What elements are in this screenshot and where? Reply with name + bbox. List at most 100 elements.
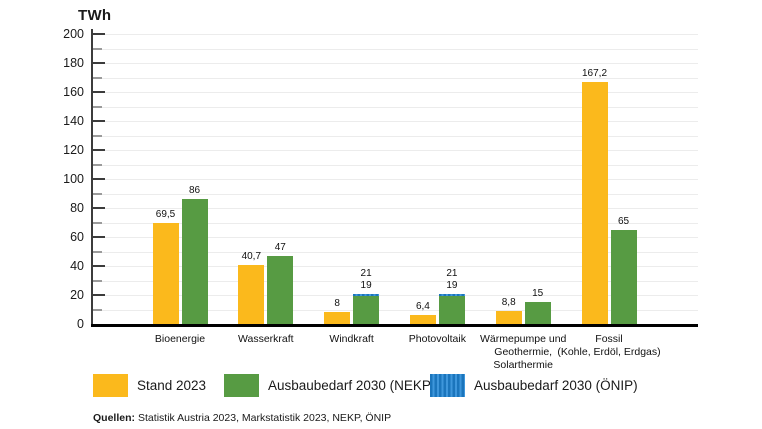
category-label-line: (Kohle, Erdöl, Erdgas): [557, 346, 661, 358]
value-label: 19: [446, 279, 458, 291]
y-tick-label: 100: [63, 172, 84, 186]
y-tick: [92, 294, 105, 296]
category-label: Photovoltaik: [362, 333, 512, 346]
gridline: [92, 280, 698, 282]
bar-stand-2023: [238, 264, 265, 324]
gridline: [92, 237, 698, 238]
y-tick-label: 40: [70, 259, 84, 273]
bar-nekp: [181, 199, 208, 324]
value-label: 8,8: [501, 297, 516, 309]
bar-stand-2023: [409, 314, 436, 324]
bar-stand-2023: [324, 312, 351, 324]
bar-stand-2023: [581, 81, 608, 324]
category-label-line: Wasserkraft: [237, 333, 294, 345]
value-label: 86: [188, 185, 201, 197]
value-label: 15: [532, 288, 544, 300]
legend-label-nekp: Ausbaubedarf 2030 (NEKP): [268, 378, 436, 393]
legend-label-oenip: Ausbaubedarf 2030 (ÖNIP): [474, 378, 638, 393]
y-tick: [92, 308, 102, 311]
gridline: [92, 295, 698, 296]
y-tick: [92, 250, 102, 253]
y-tick: [92, 76, 102, 79]
bar-stand-2023: [495, 311, 522, 324]
gridline: [92, 222, 698, 224]
y-tick: [92, 207, 105, 209]
gridline: [92, 193, 698, 195]
legend-swatch-stand-2023: [93, 374, 128, 397]
category-label-line: Photovoltaik: [408, 333, 466, 345]
bar-oenip-cap: [353, 293, 380, 297]
legend-swatch-nekp: [224, 374, 259, 397]
bar-nekp: [524, 302, 551, 324]
value-label: 47: [274, 241, 286, 253]
value-label: 69,5: [155, 209, 176, 221]
bar-nekp: [438, 296, 465, 324]
y-tick: [92, 47, 102, 50]
category-label: Wasserkraft: [191, 333, 341, 346]
y-axis-line: [91, 29, 93, 324]
value-label: 19: [360, 279, 372, 291]
gridline: [92, 34, 698, 35]
gridline: [92, 77, 698, 79]
gridline: [92, 106, 698, 108]
y-tick-label: 120: [63, 143, 84, 157]
y-tick: [92, 105, 102, 108]
value-label: 8: [334, 298, 340, 310]
gridline: [92, 92, 698, 93]
gridline: [92, 266, 698, 267]
gridline: [92, 63, 698, 64]
gridline: [92, 150, 698, 151]
y-tick: [92, 192, 102, 195]
y-tick-label: 0: [77, 317, 84, 331]
category-label: Fossil (Kohle, Erdöl, Erdgas): [534, 333, 684, 359]
source-note: Quellen: Statistik Austria 2023, Markstat…: [93, 412, 391, 424]
y-tick: [92, 221, 102, 224]
gridline: [92, 179, 698, 180]
y-tick-label: 160: [63, 85, 84, 99]
gridline: [92, 208, 698, 209]
y-tick: [92, 279, 102, 282]
value-label: 21: [446, 267, 458, 279]
legend-label-stand-2023: Stand 2023: [137, 378, 207, 393]
y-tick-label: 80: [70, 201, 84, 215]
gridline: [92, 309, 698, 311]
y-tick: [92, 33, 105, 35]
category-label-line: Windkraft: [329, 333, 374, 345]
category-label: Bioenergie: [105, 333, 255, 346]
value-label: 21: [360, 267, 372, 279]
source-prefix: Quellen:: [93, 412, 136, 424]
y-tick: [92, 236, 105, 238]
y-tick-label: 200: [63, 27, 84, 41]
category-label-line: Wärmepumpe und: [480, 333, 567, 345]
value-label: 40,7: [241, 250, 262, 262]
y-tick: [92, 120, 105, 122]
gridline: [92, 251, 698, 253]
y-tick: [92, 178, 105, 180]
gridline: [92, 121, 698, 122]
y-tick: [92, 265, 105, 267]
y-tick: [92, 149, 105, 151]
value-label: 65: [617, 215, 630, 227]
legend-item-oenip: Ausbaubedarf 2030 (ÖNIP): [430, 374, 638, 397]
category-label: Wärmepumpe und Geothermie, Solarthermie: [448, 333, 598, 372]
y-tick-label: 180: [63, 56, 84, 70]
category-label-line: Bioenergie: [154, 333, 206, 345]
legend-item-stand-2023: Stand 2023: [93, 374, 206, 397]
y-tick-label: 60: [70, 230, 84, 244]
bar-stand-2023: [152, 223, 179, 324]
category-label-line: Fossil: [595, 333, 623, 345]
source-text: Statistik Austria 2023, Markstatistik 20…: [138, 412, 392, 424]
bar-nekp: [353, 296, 380, 324]
bar-nekp: [267, 255, 294, 324]
gridline: [92, 135, 698, 137]
y-tick: [92, 163, 102, 166]
y-tick: [92, 62, 105, 64]
y-tick-label: 20: [70, 288, 84, 302]
x-axis-line: [91, 324, 698, 327]
category-label: Windkraft: [277, 333, 427, 346]
value-label: 6,4: [415, 300, 430, 312]
category-label-line: Solarthermie: [493, 359, 553, 371]
y-tick: [92, 91, 105, 93]
